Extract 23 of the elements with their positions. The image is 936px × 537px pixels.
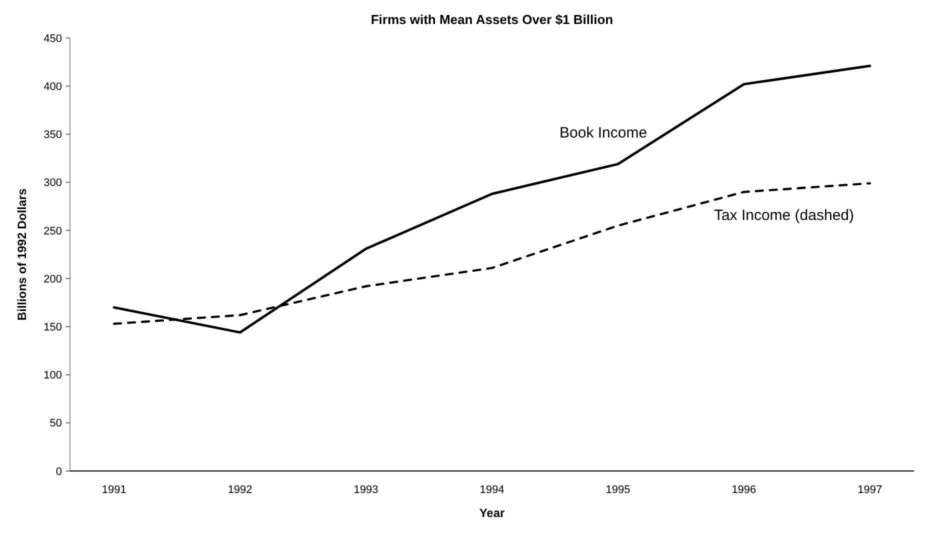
x-axis-title: Year xyxy=(479,506,506,520)
series-label: Tax Income (dashed) xyxy=(714,206,854,224)
x-tick-label: 1992 xyxy=(228,484,252,496)
x-tick-label: 1997 xyxy=(858,484,882,496)
x-tick-label: 1993 xyxy=(354,484,378,496)
y-tick-label: 200 xyxy=(44,273,62,286)
y-tick-label: 350 xyxy=(44,129,62,142)
x-tick-label: 1995 xyxy=(606,484,630,496)
chart-title: Firms with Mean Assets Over $1 Billion xyxy=(370,12,614,27)
y-tick-label: 100 xyxy=(44,370,62,382)
y-tick-label: 0 xyxy=(56,466,62,478)
y-tick-label: 450 xyxy=(44,32,62,45)
line-series xyxy=(112,64,872,334)
x-tick-label: 1994 xyxy=(480,484,504,496)
series-label: Book Income xyxy=(560,124,648,142)
y-tick-label: 250 xyxy=(44,225,62,238)
y-tick-label: 400 xyxy=(44,80,62,93)
x-tick-label: 1991 xyxy=(102,484,126,496)
y-tick-label: 300 xyxy=(44,177,62,190)
y-axis-title: Billions of 1992 Dollars xyxy=(15,188,29,321)
x-tick-label: 1996 xyxy=(732,484,756,496)
y-tick-label: 50 xyxy=(50,418,62,430)
y-tick-label: 150 xyxy=(44,322,62,334)
